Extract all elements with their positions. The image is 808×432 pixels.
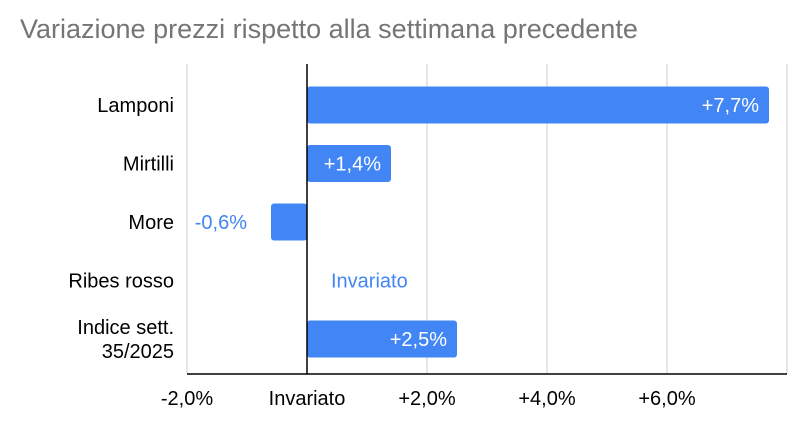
category-label-4: Indice sett. 35/2025 [77, 317, 174, 363]
category-label-line: 35/2025 [102, 341, 174, 363]
category-label-line: More [128, 212, 174, 234]
data-label-2: -0,6% [195, 212, 247, 234]
bar-0 [307, 86, 769, 124]
data-label-0: +7,7% [702, 95, 759, 117]
x-tick-label-0: -2,0% [161, 388, 213, 410]
bar-2 [271, 203, 307, 241]
category-label-0: Lamponi [97, 95, 174, 117]
category-label-line: Ribes rosso [68, 271, 174, 293]
x-tick-label-1: Invariato [269, 388, 346, 410]
data-label-1: +1,4% [324, 154, 381, 176]
x-tick-label-4: +6,0% [638, 388, 695, 410]
data-label-4: +2,5% [390, 329, 447, 351]
chart-title: Variazione prezzi rispetto alla settiman… [20, 14, 638, 44]
category-label-1: Mirtilli [123, 154, 174, 176]
x-tick-label-3: +4,0% [518, 388, 575, 410]
data-label-3: Invariato [331, 271, 408, 293]
category-label-2: More [128, 212, 174, 234]
category-label-line: Lamponi [97, 95, 174, 117]
x-tick-label-2: +2,0% [398, 388, 455, 410]
bar-4 [307, 320, 457, 358]
category-label-line: Indice sett. [77, 317, 174, 339]
bar-1 [307, 145, 391, 182]
category-label-3: Ribes rosso [68, 271, 174, 293]
category-label-line: Mirtilli [123, 154, 174, 176]
